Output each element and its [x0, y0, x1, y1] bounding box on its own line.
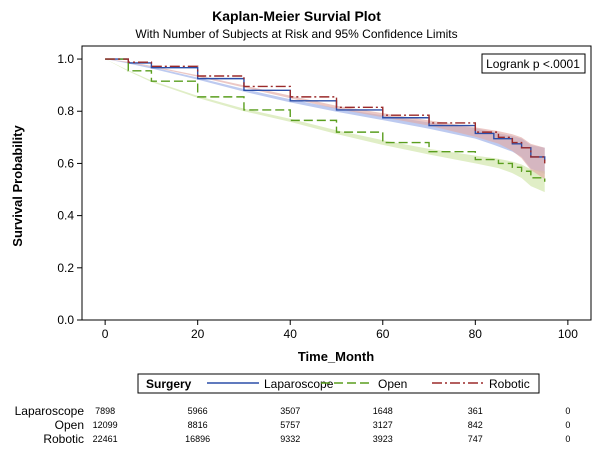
risk-row-label: Open [54, 418, 84, 432]
legend-label-open: Open [378, 377, 407, 391]
risk-row-label: Robotic [43, 432, 84, 446]
survival-curves [105, 58, 546, 182]
logrank-annotation: Logrank p <.0001 [481, 53, 586, 74]
risk-count: 5966 [187, 406, 208, 416]
risk-count: 3507 [280, 406, 301, 416]
x-tick-label: 40 [284, 327, 298, 341]
x-tick-label: 0 [102, 327, 109, 341]
risk-count: 7898 [95, 406, 116, 416]
risk-count: 1648 [372, 406, 393, 416]
x-tick-label: 60 [376, 327, 390, 341]
legend-label-laparoscope: Laparoscope [264, 377, 334, 391]
risk-count: 8816 [187, 420, 208, 430]
risk-count: 747 [467, 434, 483, 444]
y-tick-label: 0.8 [57, 104, 74, 118]
y-axis-ticks: 0.0 0.2 0.4 0.6 0.8 1.0 [57, 52, 82, 327]
risk-count: 0 [565, 434, 571, 444]
x-axis-ticks: 0 20 40 60 80 100 [102, 320, 578, 341]
y-axis-label: Survival Probability [10, 125, 25, 247]
risk-count: 5757 [280, 420, 301, 430]
y-tick-label: 0.4 [57, 209, 74, 223]
risk-count: 3127 [372, 420, 393, 430]
risk-count: 12099 [92, 420, 118, 430]
risk-count: 0 [565, 420, 571, 430]
risk-count: 16896 [185, 434, 211, 444]
survival-curve-laparoscope [105, 58, 546, 161]
risk-count: 0 [565, 406, 571, 416]
x-tick-label: 20 [191, 327, 205, 341]
ci-band-open [105, 59, 545, 193]
plot-frame [81, 45, 592, 321]
chart-subtitle: With Number of Subjects at Risk and 95% … [135, 27, 458, 41]
x-tick-label: 100 [558, 327, 578, 341]
risk-count: 361 [467, 406, 483, 416]
legend: Surgery Laparoscope Open Robotic [137, 373, 540, 394]
y-tick-label: 1.0 [57, 52, 74, 66]
y-tick-label: 0.6 [57, 156, 74, 170]
x-axis-label: Time_Month [298, 349, 374, 364]
risk-row-label: Laparoscope [14, 404, 84, 418]
risk-count: 842 [467, 420, 483, 430]
chart-title: Kaplan-Meier Survial Plot [212, 8, 381, 24]
survival-curve-robotic [105, 58, 546, 164]
svg-text:Logrank p <.0001: Logrank p <.0001 [486, 57, 580, 71]
risk-count: 9332 [280, 434, 301, 444]
legend-label-robotic: Robotic [489, 377, 530, 391]
survival-curve-open [105, 58, 546, 182]
confidence-bands [105, 59, 545, 193]
legend-title: Surgery [146, 377, 192, 391]
x-tick-label: 80 [469, 327, 483, 341]
risk-count: 3923 [372, 434, 393, 444]
y-tick-label: 0.2 [57, 261, 74, 275]
risk-count: 22461 [92, 434, 118, 444]
y-tick-label: 0.0 [57, 313, 74, 327]
